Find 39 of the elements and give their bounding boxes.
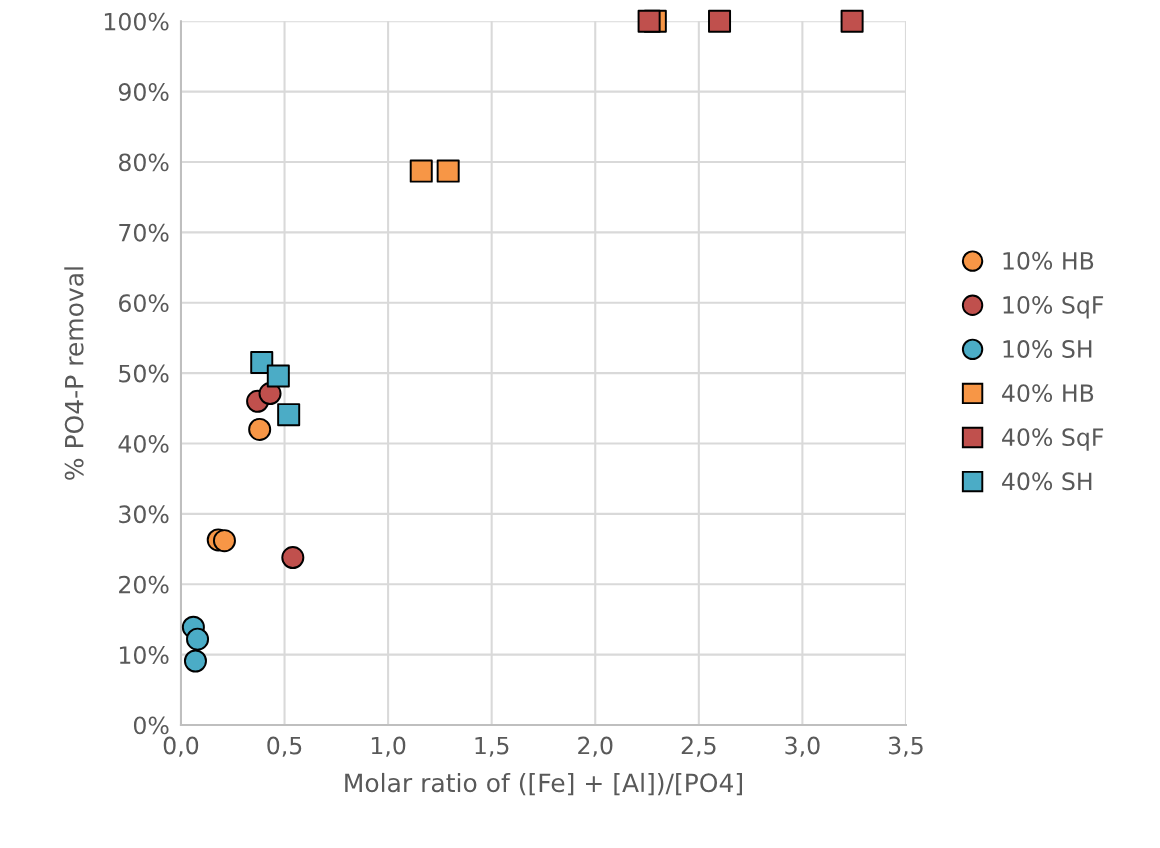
point [708,9,732,33]
y-tick-label: 40% [118,434,169,453]
legend-label: 10% SqF [1003,295,1104,319]
point [186,627,210,651]
point [637,9,661,33]
point [840,9,864,33]
x-tick-label: 3,5 [888,736,923,757]
y-tick-label: 30% [119,505,169,524]
y-tick-label: 10% [119,646,169,664]
y-axis-title: % PO4-P removal [64,267,84,480]
x-tick-label: 2,0 [578,736,613,757]
legend-label: 40% SH [1002,472,1092,491]
y-tick-label: 0% [133,716,169,735]
y-tick-label: 70% [119,223,169,242]
legend-label: 10% SH [1003,340,1092,358]
point [183,649,207,673]
point [409,159,433,183]
point [212,529,236,553]
point [266,364,290,388]
x-axis-title: Molar ratio of ([Fe] + [Al])/[PO4] [345,772,742,796]
x-tick-label: 1,0 [371,736,406,757]
y-tick-label: 20% [119,575,169,594]
point [277,403,301,427]
point [281,546,305,570]
legend-label: 40% SqF [1002,428,1104,451]
x-tick-label: 0,5 [267,736,302,757]
point [436,159,460,183]
legend-label: 10% HB [1003,251,1094,270]
point [248,417,272,441]
y-tick-label: 100% [104,12,169,31]
x-tick-label: 1,5 [475,736,509,757]
y-tick-label: 50% [119,364,169,383]
legend-label: 40% HB [1002,384,1094,403]
x-tick-label: 3,0 [785,736,820,757]
x-tick-label: 0,0 [163,736,199,757]
y-tick-label: 90% [118,83,169,101]
x-tick-label: 2,5 [681,736,716,757]
y-tick-label: 60% [119,294,169,313]
y-tick-label: 80% [118,153,169,172]
